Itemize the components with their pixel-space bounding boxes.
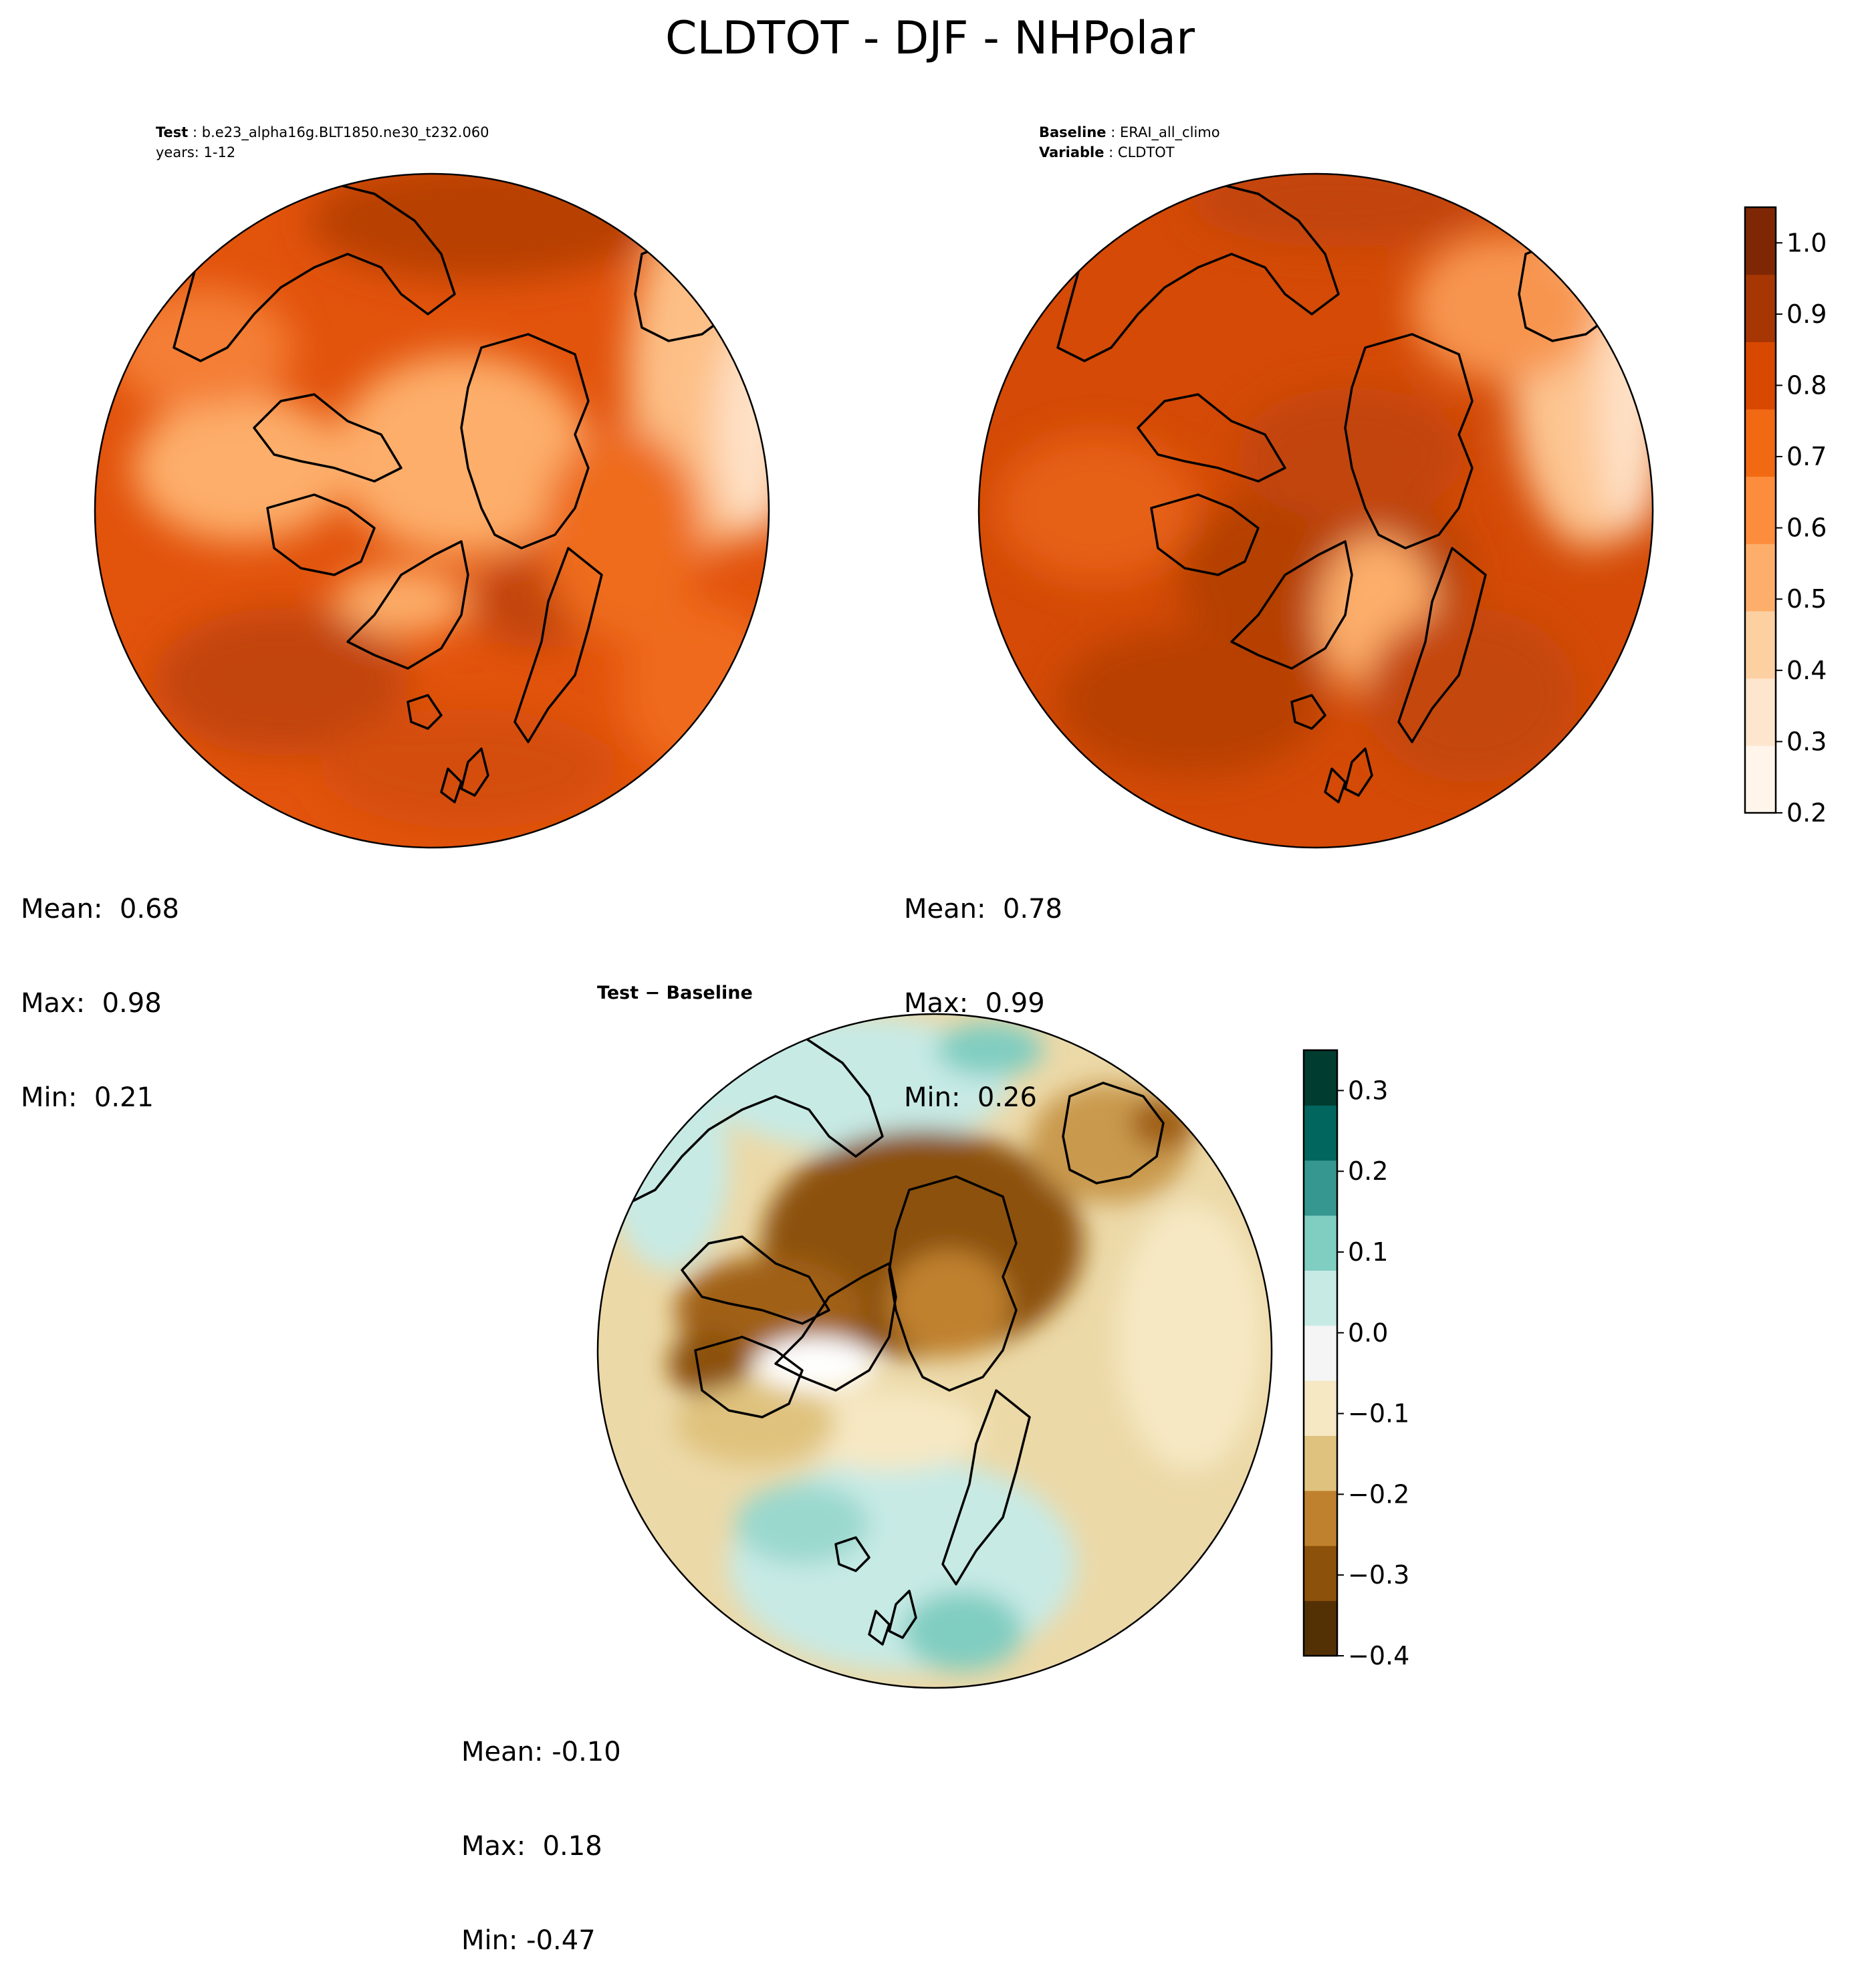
colorbar-top-band (1745, 678, 1776, 746)
diff-max-label: Max: (461, 1831, 526, 1862)
colorbar-top-band (1745, 611, 1776, 679)
colorbar-top-band (1745, 476, 1776, 544)
diff-stats: Mean: -0.10 Max: 0.18 Min: -0.47 (461, 1674, 621, 1988)
diff-min-value: -0.47 (526, 1925, 596, 1956)
colorbar-top-band (1745, 207, 1776, 275)
baseline-label-key: Baseline (1039, 124, 1107, 140)
test-max-label: Max: (21, 988, 86, 1019)
colorbar-diff-band (1304, 1380, 1337, 1437)
colorbar-diff-band (1304, 1435, 1337, 1491)
baseline-min-value: 0.26 (977, 1082, 1037, 1113)
variable-name: CLDTOT (1117, 144, 1175, 160)
diff-mean-label: Mean: (461, 1737, 544, 1767)
test-label-key: Test (156, 124, 189, 140)
variable-label-key: Variable (1039, 144, 1105, 160)
test-max-value: 0.98 (102, 988, 162, 1019)
colorbar-top-frame (1744, 206, 1777, 814)
colorbar-diff-band (1304, 1160, 1337, 1216)
colorbar-diff-tick-label: −0.1 (1348, 1399, 1409, 1428)
baseline-case-name: ERAI_all_climo (1119, 124, 1220, 140)
diff-map (596, 1013, 1273, 1689)
colorbar-diff-band (1304, 1325, 1337, 1381)
colorbar-diff-tick-label: 0.0 (1348, 1318, 1388, 1348)
colorbar-top-tick-label: 0.5 (1786, 584, 1827, 614)
figure-title: CLDTOT - DJF - NHPolar (665, 12, 1195, 65)
colorbar-diff-frame (1302, 1049, 1339, 1657)
colorbar-top-tick-label: 0.6 (1786, 513, 1827, 543)
diff-panel-title: Test − Baseline (597, 983, 753, 1003)
colorbar-diff-tick-label: −0.4 (1348, 1641, 1409, 1670)
baseline-max-value: 0.99 (985, 988, 1045, 1019)
colorbar-diff-band (1304, 1105, 1337, 1161)
colorbar-test-baseline: 0.2 0.3 0.4 0.5 0.6 0.7 0.8 0.9 1.0 (1744, 206, 1827, 828)
test-mean-label: Mean: (21, 894, 103, 924)
colorbar-diff-tick-label: −0.2 (1348, 1479, 1409, 1509)
colorbar-diff-tick-label: 0.2 (1348, 1156, 1388, 1186)
colorbar-top-tick-label: 0.9 (1786, 299, 1827, 329)
colorbar-diff-tick-label: 0.1 (1348, 1237, 1388, 1267)
colorbar-top-band (1745, 409, 1776, 477)
colorbar-top-band (1745, 543, 1776, 612)
baseline-stats: Mean: 0.78 Max: 0.99 Min: 0.26 (904, 831, 1062, 1145)
test-map (94, 172, 770, 849)
colorbar-difference: −0.4 −0.3 −0.2 −0.1 0.0 0.1 0.2 0.3 (1302, 1049, 1409, 1670)
colorbar-top-band (1745, 342, 1776, 410)
baseline-mean-value: 0.78 (1002, 894, 1062, 924)
colorbar-top-tick-label: 0.8 (1786, 370, 1827, 400)
colorbar-diff-band (1304, 1490, 1337, 1546)
test-min-value: 0.21 (94, 1082, 154, 1113)
colorbar-top-tick-label: 0.2 (1786, 798, 1827, 828)
colorbar-diff-band (1304, 1050, 1337, 1106)
test-years: years: 1-12 (156, 144, 236, 160)
diff-max-value: 0.18 (542, 1831, 602, 1862)
colorbar-top-band (1745, 745, 1776, 814)
diff-min-label: Min: (461, 1925, 518, 1956)
diff-mean-value: -0.10 (552, 1737, 621, 1767)
baseline-min-label: Min: (904, 1082, 961, 1113)
colorbar-top-tick-label: 0.7 (1786, 442, 1827, 471)
baseline-max-label: Max: (904, 988, 969, 1019)
test-case-name: b.e23_alpha16g.BLT1850.ne30_t232.060 (201, 124, 489, 140)
colorbar-diff-band (1304, 1215, 1337, 1271)
test-mean-value: 0.68 (119, 894, 179, 924)
map-canvas: 0.2 0.3 0.4 0.5 0.6 0.7 0.8 0.9 1.0 −0.4 −0.3 −0.2… (94, 172, 1827, 1689)
colorbar-top-band (1745, 274, 1776, 342)
colorbar-diff-band (1304, 1270, 1337, 1326)
colorbar-diff-tick-label: 0.3 (1348, 1076, 1388, 1105)
baseline-mean-label: Mean: (904, 894, 986, 924)
colorbar-top-tick-label: 1.0 (1786, 228, 1827, 257)
colorbar-diff-tick-label: −0.3 (1348, 1560, 1409, 1590)
test-panel-header: Test : b.e23_alpha16g.BLT1850.ne30_t232.… (156, 122, 489, 162)
colorbar-diff-band (1304, 1545, 1337, 1602)
test-stats: Mean: 0.68 Max: 0.98 Min: 0.21 (21, 831, 179, 1145)
test-min-label: Min: (21, 1082, 78, 1113)
baseline-map (977, 172, 1654, 849)
baseline-panel-header: Baseline : ERAI_all_climo Variable : CLD… (1039, 124, 1220, 160)
colorbar-top-tick-label: 0.4 (1786, 656, 1827, 685)
colorbar-diff-band (1304, 1600, 1337, 1656)
colorbar-top-tick-label: 0.3 (1786, 727, 1827, 756)
